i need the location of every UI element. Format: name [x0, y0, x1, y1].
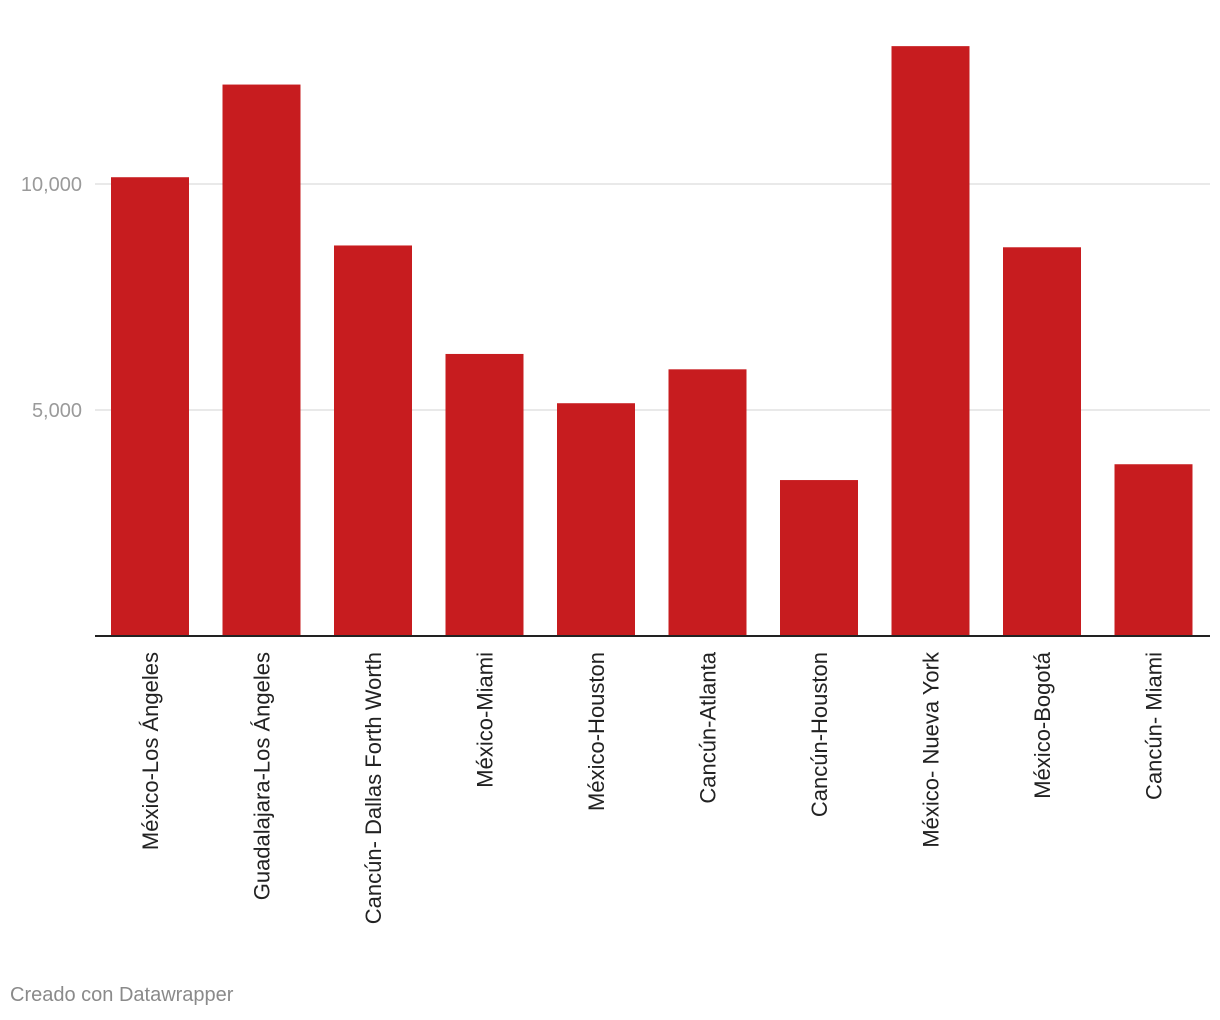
bar — [334, 245, 412, 637]
y-axis-ticks: 5,000 10,000 — [21, 174, 82, 422]
bar — [891, 46, 970, 636]
x-tick-label: Cancún-Atlanta — [696, 651, 721, 803]
bar — [111, 177, 189, 636]
bars — [111, 46, 1193, 637]
bar — [668, 369, 747, 636]
x-tick-label: Cancún-Houston — [807, 652, 832, 817]
x-tick-label: México-Los Ángeles — [138, 652, 163, 850]
x-tick-label: México-Houston — [584, 652, 609, 811]
y-tick-label: 5,000 — [32, 400, 82, 422]
x-tick-label: Cancún- Dallas Forth Worth — [361, 652, 386, 924]
bar — [445, 353, 524, 636]
bar — [1114, 464, 1193, 636]
x-tick-label: México-Bogotá — [1030, 651, 1055, 799]
bar-chart: 5,000 10,000 México-Los Ángeles Guadalajar… — [21, 46, 1210, 924]
x-tick-label: Guadalajara-Los Ángeles — [250, 652, 275, 900]
y-tick-label: 10,000 — [21, 174, 82, 196]
bar — [1003, 247, 1081, 636]
bar — [780, 480, 858, 636]
x-tick-label: México- Nueva York — [919, 651, 944, 848]
bar — [222, 84, 301, 636]
x-tick-label: México-Miami — [473, 652, 498, 788]
x-tick-label: Cancún- Miami — [1142, 652, 1167, 800]
bar — [557, 403, 635, 636]
credit-footer: Creado con Datawrapper — [10, 984, 234, 1006]
x-axis-labels: México-Los Ángeles Guadalajara-Los Ángele… — [138, 651, 1167, 924]
